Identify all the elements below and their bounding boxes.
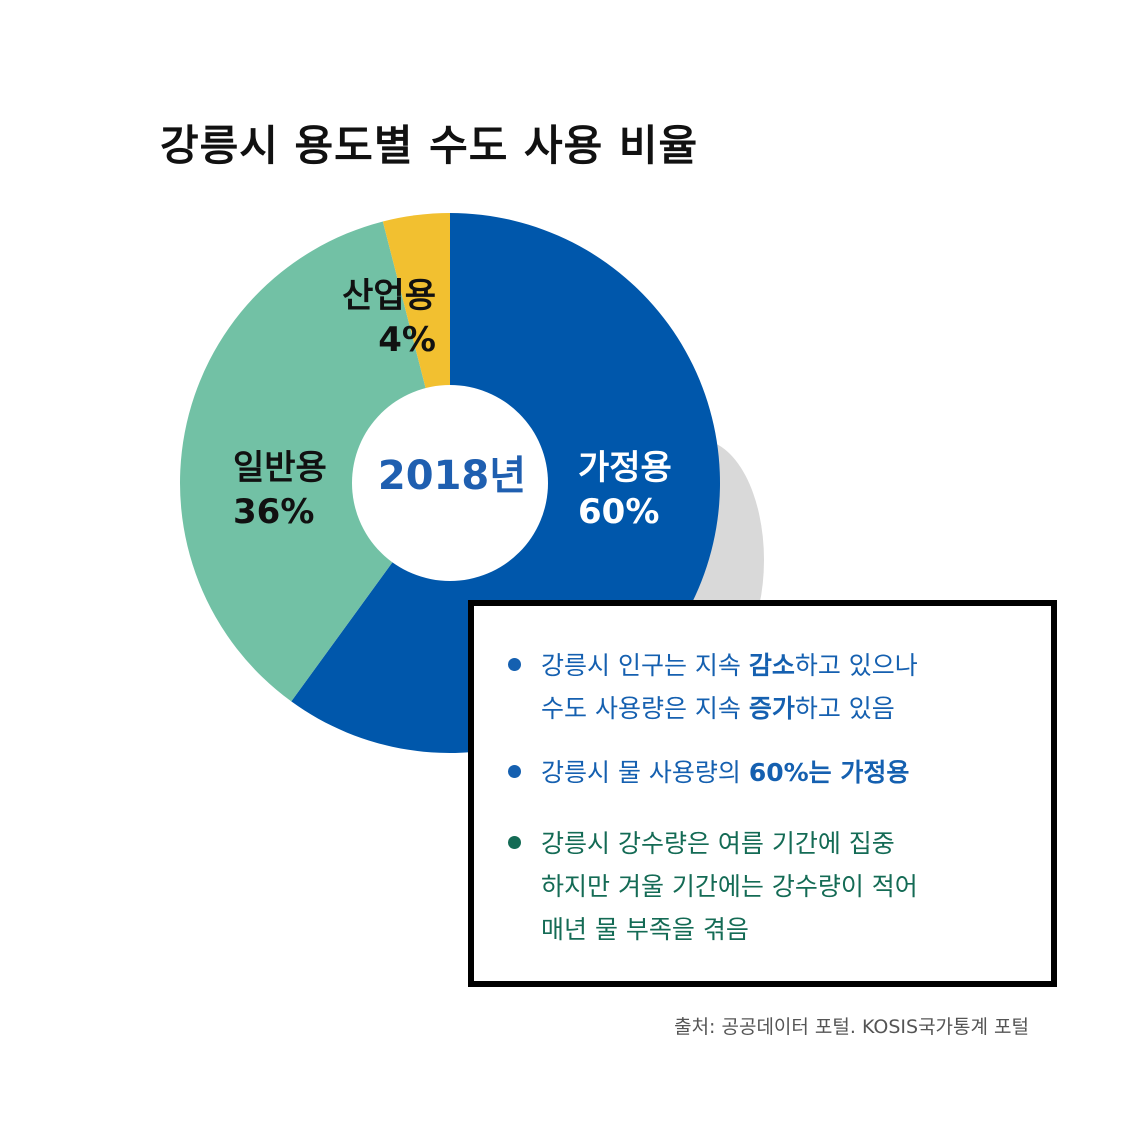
slice-name-home: 가정용	[578, 448, 672, 488]
chart-title: 강릉시 용도별 수도 사용 비율	[160, 121, 699, 170]
slice-value-industry: 4%	[378, 320, 436, 360]
text-run: 하고 있음	[794, 694, 895, 723]
bullet-text: 강릉시 물 사용량의 60%는 가정용	[541, 751, 909, 794]
slice-name-industry: 산업용	[342, 276, 436, 316]
text-run: 하지만 겨울 기간에는 강수량이 적어	[541, 872, 918, 901]
text-run: 강릉시 강수량은 여름 기간에 집중	[541, 829, 895, 858]
info-box: 강릉시 인구는 지속 감소하고 있으나 수도 사용량은 지속 증가하고 있음 강…	[468, 600, 1057, 987]
bullet-dot-icon	[508, 765, 521, 778]
info-bullet: 강릉시 물 사용량의 60%는 가정용	[508, 751, 909, 794]
bullet-line: 수도 사용량은 지속 증가하고 있음	[541, 687, 918, 730]
source-note: 출처: 공공데이터 포털. KOSIS국가통계 포털	[674, 1016, 1029, 1038]
slice-label-industry: 산업용 4%	[300, 274, 436, 362]
slice-label-general: 일반용 36%	[233, 446, 327, 534]
donut-hole	[352, 385, 548, 581]
bullet-line: 강릉시 인구는 지속 감소하고 있으나	[541, 644, 918, 687]
slice-value-general: 36%	[233, 492, 315, 532]
bullet-text: 강릉시 강수량은 여름 기간에 집중 하지만 겨울 기간에는 강수량이 적어 매…	[541, 822, 918, 951]
text-run: 강릉시 물 사용량의	[541, 758, 749, 787]
bullet-text: 강릉시 인구는 지속 감소하고 있으나 수도 사용량은 지속 증가하고 있음	[541, 644, 918, 730]
pie-slice-general	[179, 221, 450, 702]
bullet-line: 강릉시 강수량은 여름 기간에 집중	[541, 822, 918, 865]
info-bullet: 강릉시 강수량은 여름 기간에 집중 하지만 겨울 기간에는 강수량이 적어 매…	[508, 822, 918, 951]
text-run-bold: 증가	[748, 694, 795, 723]
text-run: 수도 사용량은 지속	[541, 694, 749, 723]
bullet-dot-icon	[508, 658, 521, 671]
text-run: 매년 물 부족을 겪음	[541, 915, 749, 944]
bullet-dot-icon	[508, 836, 521, 849]
slice-name-general: 일반용	[233, 448, 327, 488]
slice-value-home: 60%	[578, 492, 660, 532]
text-run-bold: 감소	[748, 651, 795, 680]
bullet-line: 매년 물 부족을 겪음	[541, 908, 918, 951]
text-run-bold: 60%는 가정용	[748, 758, 910, 787]
bullet-line: 강릉시 물 사용량의 60%는 가정용	[541, 751, 909, 794]
slice-label-home: 가정용 60%	[578, 446, 672, 534]
center-year-label: 2018년	[377, 453, 527, 499]
bullet-line: 하지만 겨울 기간에는 강수량이 적어	[541, 865, 918, 908]
text-run: 강릉시 인구는 지속	[541, 651, 749, 680]
text-run: 하고 있으나	[794, 651, 918, 680]
info-bullet: 강릉시 인구는 지속 감소하고 있으나 수도 사용량은 지속 증가하고 있음	[508, 644, 918, 730]
